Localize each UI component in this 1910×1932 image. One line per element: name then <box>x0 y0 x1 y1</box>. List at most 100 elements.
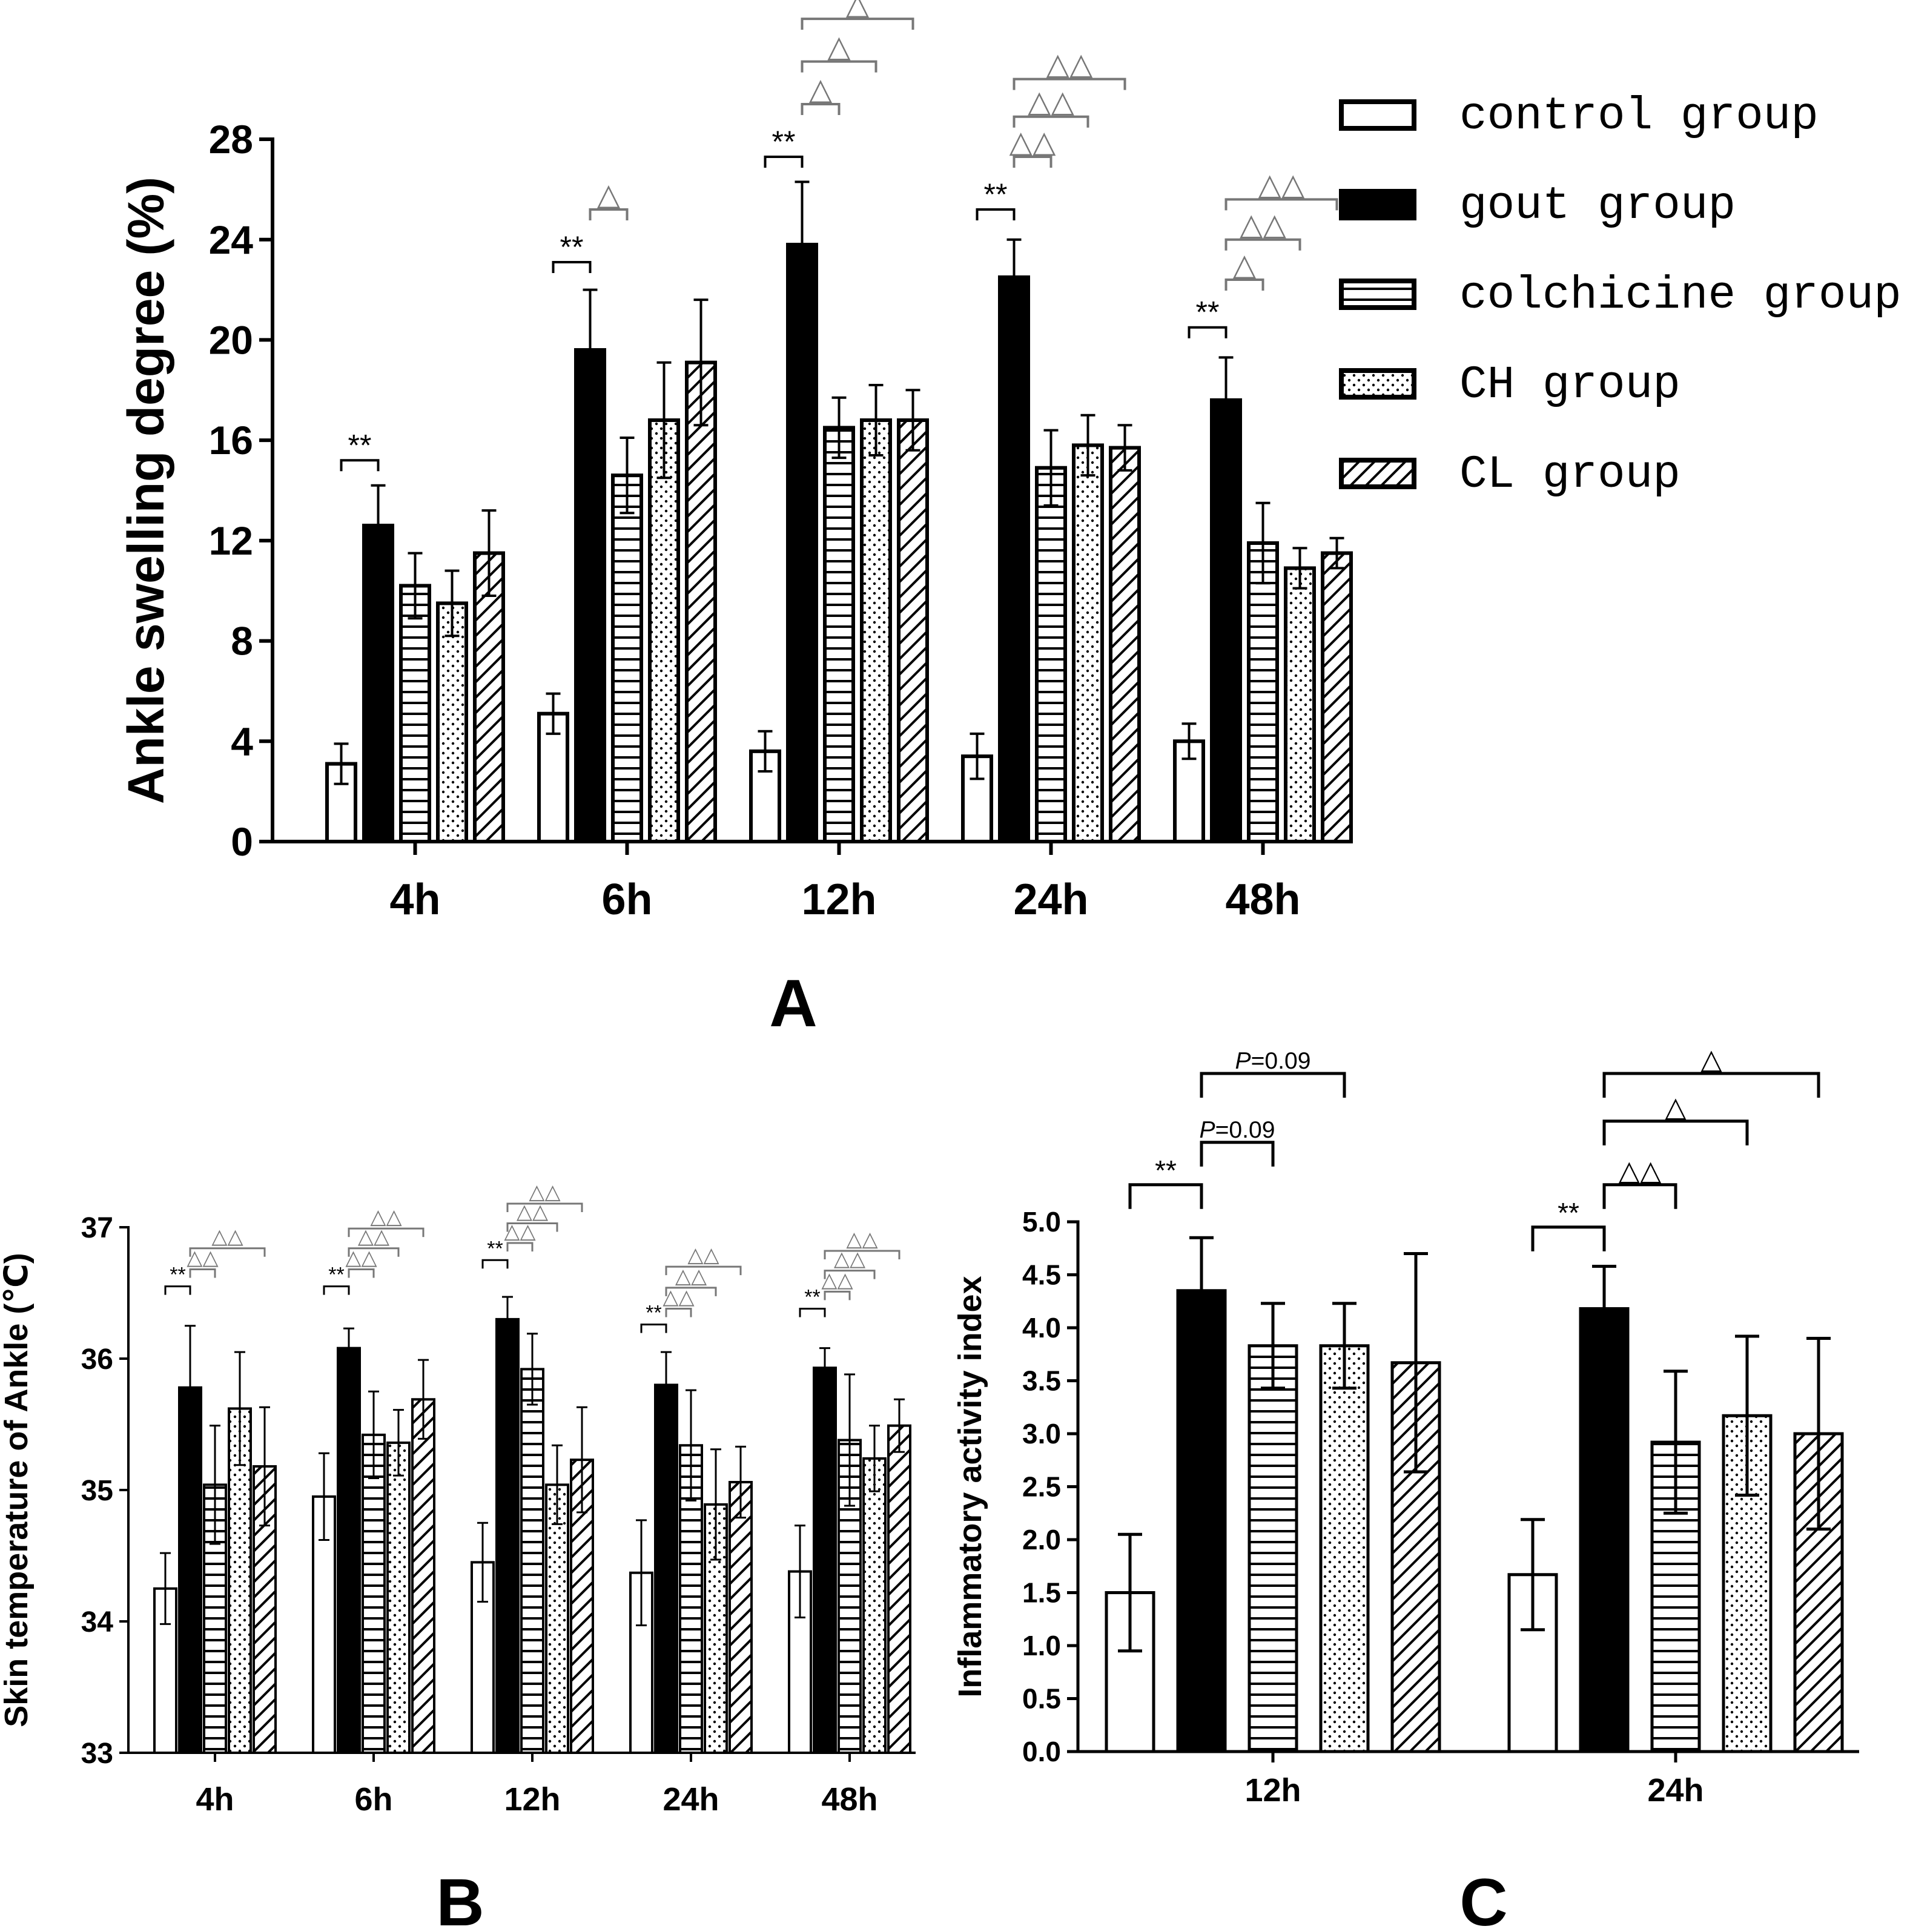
legend-swatch-dots <box>1339 368 1416 400</box>
bar <box>998 275 1030 844</box>
bar <box>411 1398 435 1754</box>
bar <box>1247 1344 1298 1753</box>
y-axis-title: Ankle swelling degree (%) <box>117 177 174 804</box>
significance-bracket <box>189 1247 266 1257</box>
bar <box>611 473 643 843</box>
significance-label: ** <box>170 1264 185 1287</box>
significance-bracket <box>1602 1183 1677 1209</box>
y-tick-label: 0 <box>231 819 253 864</box>
legend-label: CH group <box>1459 359 1680 411</box>
significance-bracket <box>801 60 877 73</box>
significance-bracket <box>976 208 1016 220</box>
y-tick-label: 20 <box>209 318 253 363</box>
y-tick-label: 4 <box>231 719 253 763</box>
bar <box>545 1483 569 1755</box>
x-tick-label: 6h <box>354 1781 392 1818</box>
significance-label: ** <box>1196 295 1220 329</box>
significance-bracket <box>801 103 841 115</box>
bar <box>362 524 394 843</box>
bar <box>1247 541 1279 843</box>
significance-label: △△ <box>821 1268 853 1291</box>
bar <box>495 1317 520 1754</box>
legend-swatch-diag <box>1339 458 1416 489</box>
significance-bracket <box>824 1270 876 1279</box>
bar <box>897 418 929 843</box>
bar <box>436 601 468 844</box>
legend-label: colchicine group <box>1459 269 1902 321</box>
legend-label: control group <box>1459 90 1819 142</box>
significance-bracket <box>164 1285 191 1295</box>
bar <box>1284 566 1316 844</box>
significance-label: ** <box>804 1286 820 1309</box>
significance-bracket <box>589 208 629 220</box>
significance-label: △△ <box>1258 167 1305 201</box>
bar <box>203 1483 227 1755</box>
panel-c: 0.0 0.5 1.0 1.5 2.0 2.5 3.0 3.5 4.0 4.5 5.0 Inflamm… <box>952 1043 1859 1808</box>
significance-bracket <box>1224 279 1264 291</box>
y-tick-label: 8 <box>231 619 253 664</box>
y-tick-label: 0.0 <box>1022 1736 1061 1767</box>
bar <box>337 1347 361 1754</box>
significance-label: △△ <box>1240 208 1286 242</box>
x-tick-label: 24h <box>1013 875 1088 924</box>
significance-bracket <box>506 1222 558 1232</box>
significance-bracket <box>824 1290 851 1301</box>
significance-bracket <box>1188 326 1228 338</box>
significance-bracket <box>665 1308 692 1317</box>
bar <box>654 1383 678 1754</box>
y-axis-title: Inflammatory activity index <box>952 1276 988 1697</box>
significance-bracket <box>1128 1183 1203 1209</box>
significance-bracket <box>481 1259 509 1269</box>
significance-bracket <box>665 1287 717 1296</box>
significance-bracket <box>1602 1072 1820 1098</box>
bar <box>1109 446 1141 843</box>
legend-swatch-solid <box>1339 189 1416 220</box>
y-axis-title: Skin temperature of Ankle (℃) <box>0 1253 35 1727</box>
significance-label: △ <box>809 72 833 106</box>
bar <box>729 1480 753 1754</box>
bar <box>813 1367 837 1754</box>
y-tick-label: 1.5 <box>1022 1577 1061 1609</box>
significance-label: ** <box>646 1302 661 1325</box>
significance-label: △ <box>846 0 870 21</box>
significance-label: △△ <box>187 1246 219 1269</box>
panel-b: 33 34 35 36 37 Skin temperature of Ankle (℃) 4… <box>0 1181 916 1818</box>
x-tick-label: 24h <box>1647 1772 1703 1808</box>
significance-bracket <box>1531 1225 1606 1251</box>
significance-label: △△ <box>529 1181 561 1204</box>
significance-bracket <box>1200 1141 1275 1167</box>
bar <box>860 418 892 843</box>
bar <box>887 1424 911 1754</box>
bar <box>685 360 717 843</box>
y-tick-label: 34 <box>81 1606 114 1638</box>
panel-a: 0 4 8 12 16 20 24 28 Ankle swelling degree (%) 4h… <box>117 0 1353 924</box>
bar <box>1579 1307 1630 1753</box>
y-tick-label: 2.5 <box>1022 1471 1061 1503</box>
x-tick-label: 48h <box>1225 875 1300 924</box>
significance-bracket <box>348 1227 425 1238</box>
y-tick-label: 37 <box>81 1212 113 1244</box>
legend-swatch-open <box>1339 99 1416 131</box>
significance-bracket <box>348 1268 375 1278</box>
significance-label: ** <box>1558 1197 1579 1228</box>
significance-bracket <box>340 459 380 472</box>
legend-label: gout group <box>1459 180 1736 232</box>
bar <box>362 1433 386 1755</box>
significance-bracket <box>764 156 804 168</box>
x-tick-label: 24h <box>663 1781 719 1818</box>
significance-label: △ <box>1700 1043 1722 1075</box>
significance-bracket <box>323 1285 350 1295</box>
y-tick-label: 1.0 <box>1022 1630 1061 1661</box>
legend: control group gout group colchicine group C… <box>1339 90 1902 501</box>
y-tick-label: 2.0 <box>1022 1524 1061 1555</box>
y-tick-label: 36 <box>81 1343 113 1376</box>
bar <box>574 348 606 843</box>
y-tick-label: 3.0 <box>1022 1418 1061 1449</box>
significance-label: △△ <box>687 1244 719 1267</box>
bar <box>520 1368 544 1755</box>
significance-bracket <box>1602 1119 1749 1146</box>
significance-bracket <box>799 1308 826 1317</box>
bar <box>1035 466 1067 843</box>
x-tick-label: 4h <box>196 1781 234 1818</box>
